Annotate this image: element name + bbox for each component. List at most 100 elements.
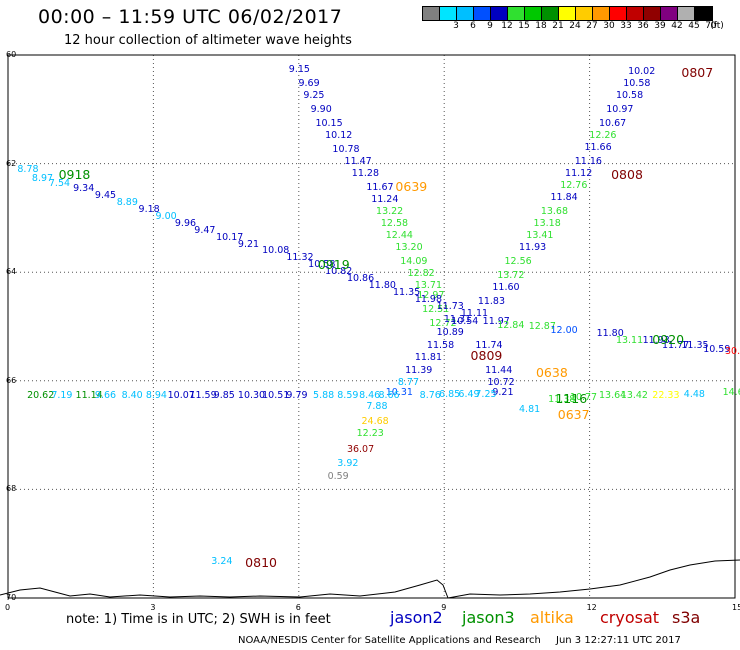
wave-height-value: 8.40	[121, 390, 143, 402]
wave-height-value: 9.21	[237, 238, 260, 250]
pass-time-label: 0807	[681, 65, 714, 81]
wave-height-value: 11.73	[436, 300, 464, 312]
legend-value: 70	[705, 21, 717, 31]
legend-swatch	[576, 7, 593, 20]
legend-value: 21	[552, 21, 564, 31]
wave-height-value: 11.47	[344, 155, 372, 167]
wave-height-value: 10.72	[487, 376, 515, 388]
wave-height-value: 11.84	[550, 192, 578, 203]
legend-unit: (ft)	[710, 21, 724, 31]
wave-height-value: 14.67	[722, 386, 740, 398]
lat-tick: 64	[6, 267, 17, 277]
wave-height-value: 9.21	[492, 386, 514, 398]
wave-height-value: 11.32	[286, 252, 314, 264]
pass-time-label: 0919	[317, 256, 350, 272]
wave-height-value: 13.42	[620, 390, 648, 402]
wave-height-value: 9.15	[288, 64, 310, 76]
wave-height-value: 13.18	[533, 217, 561, 229]
wave-height-value: 10.51	[262, 390, 290, 402]
wave-height-value: 4.81	[519, 404, 541, 416]
color-legend-labels: 3 6 9 12 15 18 21 24 27 30 33 36 39 42 45 70 (ft)	[422, 21, 740, 33]
map-title: 00:00 – 11:59 UTC 06/02/2017	[38, 6, 343, 28]
wave-height-value: 11.74	[475, 340, 503, 352]
wave-height-value: 13.11	[615, 335, 644, 347]
wave-height-value: 10.86	[346, 273, 375, 285]
wave-height-value: 8.46	[359, 390, 381, 402]
wave-height-value: 8.66	[378, 390, 400, 402]
wave-height-value: 11.11	[460, 307, 489, 319]
lat-tick: 60	[6, 50, 17, 59]
legend-swatch	[610, 7, 627, 20]
wave-height-value: 10.54	[451, 316, 479, 328]
legend-swatch	[695, 7, 712, 20]
wave-height-value: 3.92	[337, 457, 359, 469]
satellite-legend-item: jason2	[390, 608, 443, 627]
satellite-legend-item: cryosat	[600, 608, 660, 627]
wave-height-value: 13.71	[414, 279, 443, 291]
wave-height-value: 4.48	[683, 388, 705, 400]
wave-height-value: 11.60	[492, 281, 520, 293]
wave-height-value: 10.31	[385, 386, 413, 398]
map-subtitle: 12 hour collection of altimeter wave hei…	[64, 33, 352, 48]
legend-swatch	[423, 7, 440, 20]
pass-time-label: 0638	[535, 365, 568, 381]
wave-height-value: 9.25	[303, 90, 325, 102]
legend-swatch	[593, 7, 610, 20]
lat-tick: 62	[6, 158, 17, 168]
wave-height-value: 7.88	[366, 400, 388, 412]
wave-height-value: 11.59	[189, 390, 217, 402]
wave-height-value: 9.85	[213, 390, 235, 402]
legend-swatch	[440, 7, 457, 20]
lon-tick: 0	[5, 603, 11, 612]
wave-height-value: 8.76	[419, 390, 441, 402]
grid-lines	[8, 55, 735, 598]
legend-value: 33	[620, 21, 632, 31]
wave-height-value: 11.28	[351, 167, 379, 179]
wave-height-value: 9.90	[310, 104, 332, 116]
wave-height-value: 8.59	[337, 390, 359, 402]
credit-line: NOAA/NESDIS Center for Satellite Applica…	[238, 635, 541, 646]
legend-value: 27	[586, 21, 598, 31]
wave-height-value: 9.34	[73, 183, 95, 195]
lat-tick: 68	[6, 484, 17, 494]
pass-time-label: 0918	[58, 166, 91, 182]
legend-value: 12	[501, 21, 513, 31]
wave-height-value: 10.78	[332, 143, 360, 155]
wave-height-value: 6.49	[458, 388, 480, 400]
legend-value: 6	[470, 21, 476, 31]
wave-height-value: 10.17	[216, 231, 244, 243]
legend-value: 36	[637, 21, 649, 31]
wave-height-value: 8.97	[31, 173, 54, 185]
wave-height-value: 11.80	[368, 279, 396, 291]
legend-swatch	[627, 7, 644, 20]
wave-height-value: 11.83	[477, 295, 506, 307]
wave-height-value: 9.96	[174, 217, 197, 229]
legend-value: 18	[535, 21, 547, 31]
wave-height-value: 3.24	[211, 555, 233, 567]
pass-time-label: 0637	[557, 406, 590, 422]
wave-height-value: 11.66	[584, 141, 612, 153]
wave-height-value: 12.76	[560, 179, 588, 191]
wave-height-value: 9.18	[138, 204, 160, 216]
generation-timestamp: Jun 3 12:27:11 UTC 2017	[556, 635, 681, 646]
wave-height-value: 11.31	[443, 314, 472, 326]
wave-height-value: 11.39	[405, 364, 433, 376]
wave-height-value: 11.80	[596, 328, 624, 340]
wave-height-value: 11.67	[366, 181, 394, 193]
wave-height-value: 7.54	[48, 178, 71, 190]
wave-height-value: 10.07	[167, 390, 195, 402]
wave-height-value: 12.84	[497, 319, 525, 331]
satellite-legend-item: jason3	[462, 608, 515, 627]
wave-height-value: 11.98	[414, 293, 443, 305]
wave-height-value: 36.07	[346, 443, 375, 455]
wave-height-value: 10.67	[598, 117, 627, 129]
legend-swatch	[525, 7, 542, 20]
wave-height-value: 13.68	[540, 205, 569, 217]
wave-height-value: 12.58	[380, 217, 409, 229]
wave-height-value: 13.41	[526, 229, 554, 241]
wave-height-value: 11.81	[414, 352, 443, 364]
pass-time-label: 0920	[652, 332, 685, 348]
coastline	[0, 559, 740, 599]
color-legend-bar	[422, 6, 713, 21]
wave-height-value: 12.44	[385, 229, 413, 241]
